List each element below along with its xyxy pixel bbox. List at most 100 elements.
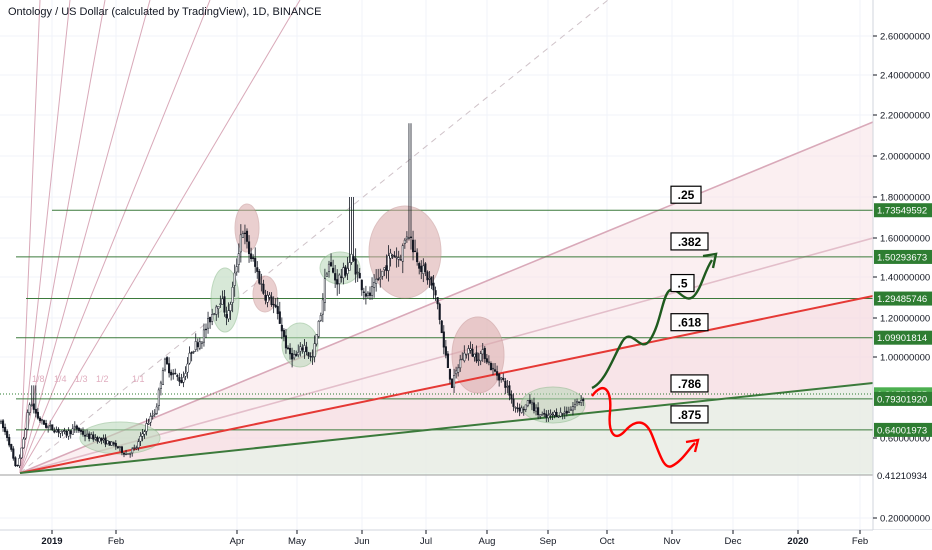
candle-body-244 [500,377,503,380]
candle-body-14 [28,404,31,413]
candle-body-153 [313,343,316,357]
candle-body-50 [102,438,105,441]
candle-body-269 [551,413,554,416]
candle-body-209 [428,278,431,280]
candle-body-240 [491,367,495,370]
price-tag-label-7: 0.41210934 [877,471,927,482]
time-label-1: Feb [108,536,124,547]
candle-body-280 [573,403,577,408]
candle-body-196 [401,245,404,262]
chart-title: Ontology / US Dollar (calculated by Trad… [8,6,321,18]
price-tag-label-2: 1.29485746 [877,294,927,305]
bullish-arrow-head [702,252,718,269]
candle-body-139 [284,335,287,349]
fan-line-2 [19,0,71,474]
candle-body-144 [295,353,298,357]
time-label-3: May [288,536,306,547]
candle-body-2 [4,426,7,433]
candle-body-75 [153,412,156,415]
candle-body-125 [256,267,259,272]
candle-body-253 [518,407,521,412]
candle-body-252 [516,407,519,410]
price-tag-2 [874,291,932,306]
price-tick-label-6: 1.40000000 [880,273,930,284]
candle-body-118 [241,233,244,238]
candle-body-211 [432,282,435,291]
candle-body-93 [190,352,193,354]
candle-body-1 [2,420,5,429]
candle-body-168 [344,266,347,276]
fan-label-2: 1/3 [75,374,88,384]
candle-body-114 [233,272,236,286]
candle-body-155 [317,320,320,337]
candle-body-21 [43,420,46,425]
candle-body-171 [350,253,353,263]
candle-body-216 [442,331,445,348]
candle-body-202 [414,250,417,253]
candle-body-84 [172,373,175,375]
fan-line-7 [19,121,873,474]
time-axis[interactable] [0,530,873,550]
candle-body-165 [338,274,341,284]
candle-body-270 [553,411,556,416]
ellipse-jun-left [319,251,361,285]
candle-body-259 [530,401,534,405]
candle-body-62 [127,453,130,455]
candle-body-184 [377,278,380,280]
candle-body-221 [453,375,456,388]
candle-body-199 [407,237,410,239]
candle-body-23 [47,425,50,428]
candle-body-169 [346,268,349,274]
candle-body-124 [254,257,257,267]
candle-body-160 [327,263,331,272]
candle-body-138 [282,329,285,337]
candle-body-90 [184,373,187,377]
green-trend-line [19,382,873,474]
price-tick-label-4: 1.80000000 [880,193,930,204]
candle-body-111 [227,310,230,320]
price-tag-label-1: 1.50293673 [877,252,927,263]
candle-body-91 [186,363,189,373]
candle-body-246 [504,380,507,388]
candle-body-41 [84,434,87,437]
candle-body-267 [547,415,550,419]
candle-body-47 [96,437,99,442]
fan-label-3: 1/2 [96,374,109,384]
candle-body-100 [204,328,208,331]
price-tick-label-8: 1.00000000 [880,353,930,364]
candle-body-68 [139,435,142,442]
candle-body-117 [239,234,242,253]
time-label-9: Nov [664,536,681,547]
candle-body-186 [381,270,384,277]
candle-body-102 [209,317,212,323]
candle-body-20 [40,419,44,421]
candle-body-265 [543,412,546,415]
candle-body-200 [409,236,413,239]
candle-body-70 [143,431,146,435]
candle-body-136 [278,311,281,324]
candle-body-25 [51,424,54,430]
price-tag-label-3: 1.09901814 [877,333,927,344]
time-axis-labels: 2019 Feb Apr May Jun Jul Aug Sep Oct Nov Dec 2020 Fe… [41,530,868,547]
candle-body-115 [235,266,238,273]
candle-body-232 [475,352,478,362]
price-axis[interactable] [873,0,932,530]
candle-body-140 [286,347,290,350]
fib-box-label-1: .382 [678,235,702,249]
time-label-7: Sep [540,536,557,547]
candle-body-258 [528,399,531,404]
candle-body-282 [578,401,581,403]
candle-body-33 [67,430,70,437]
candle-body-4 [8,437,11,446]
price-tick-label-3: 2.00000000 [880,152,930,163]
candle-body-233 [477,359,480,361]
candle-body-69 [141,433,144,437]
candle-body-257 [526,400,529,406]
candle-body-207 [424,263,427,272]
fan-label-0: 1/8 [32,374,45,384]
candle-body-185 [379,276,382,280]
time-label-4: Jun [354,536,369,547]
ellipse-jul [451,316,505,394]
candle-body-190 [389,252,392,259]
